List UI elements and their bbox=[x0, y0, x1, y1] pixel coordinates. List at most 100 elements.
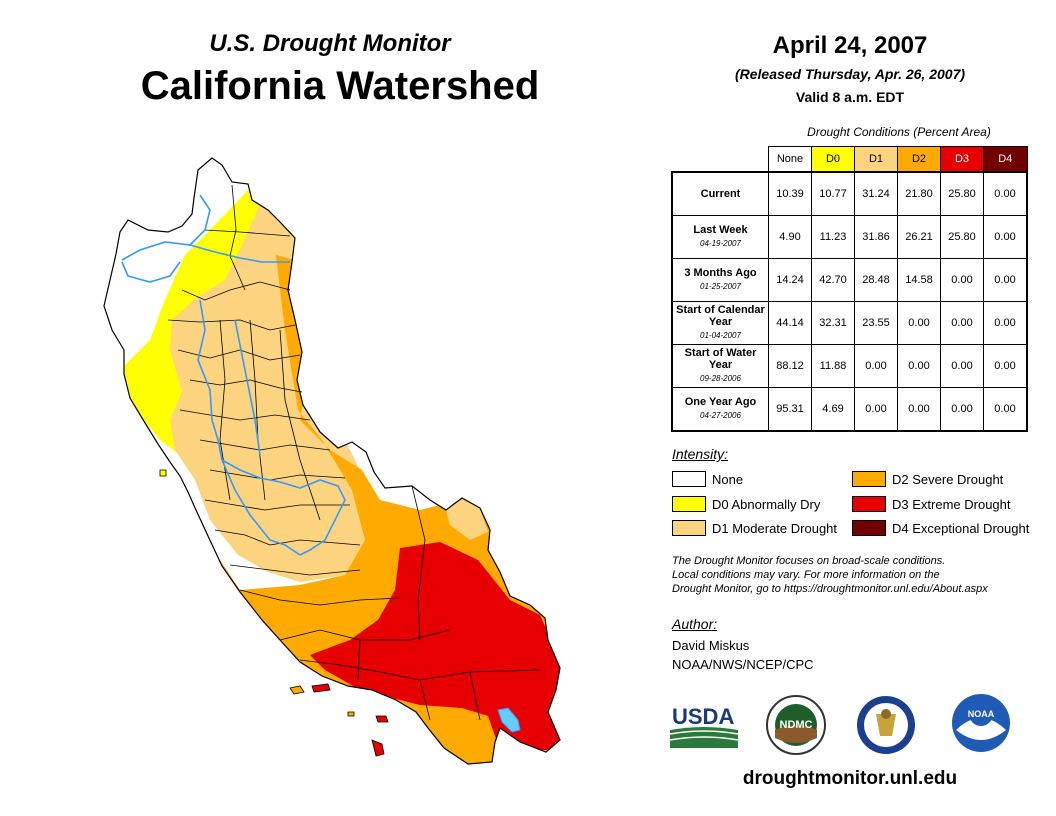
legend-label: D0 Abnormally Dry bbox=[712, 496, 821, 512]
table-cell: 23.55 bbox=[854, 301, 898, 345]
table-cell: 0.00 bbox=[897, 387, 941, 432]
row-label: 3 Months Ago 01-25-2007 bbox=[671, 258, 769, 302]
legend-item-d0: D0 Abnormally Dry bbox=[672, 496, 820, 512]
row-label-text: 3 Months Ago bbox=[684, 267, 757, 279]
table-cell: 25.80 bbox=[940, 215, 984, 259]
table-cell: 21.80 bbox=[897, 171, 941, 216]
column-header-d1: D1 bbox=[854, 146, 898, 173]
release-date: (Released Thursday, Apr. 26, 2007) bbox=[734, 66, 966, 82]
row-date: 04-19-2007 bbox=[700, 239, 741, 248]
legend-label: D2 Severe Drought bbox=[892, 471, 1004, 487]
table-cell: 42.70 bbox=[811, 258, 855, 302]
note-line: Local conditions may vary. For more info… bbox=[672, 569, 940, 581]
row-label-text: Current bbox=[700, 188, 741, 200]
table-cell: 11.88 bbox=[811, 344, 855, 388]
legend-item-d2: D2 Severe Drought bbox=[852, 471, 1003, 487]
table-cell: 0.00 bbox=[983, 301, 1028, 345]
zone-d1-patch bbox=[446, 498, 488, 540]
table-row: Start of Calendar Year 01-04-2007 44.14 3… bbox=[671, 301, 1028, 345]
table-cell: 31.24 bbox=[854, 171, 898, 216]
disclaimer-note: The Drought Monitor focuses on broad-sca… bbox=[672, 554, 1042, 596]
row-label-text: One Year Ago bbox=[684, 396, 757, 408]
column-header-d4: D4 bbox=[983, 146, 1028, 173]
row-date: 01-25-2007 bbox=[700, 282, 741, 291]
table-cell: 0.00 bbox=[983, 387, 1028, 432]
table-corner bbox=[672, 147, 769, 173]
table-cell: 0.00 bbox=[983, 171, 1028, 216]
table-cell: 0.00 bbox=[940, 387, 984, 432]
ndmc-logo: NDMC bbox=[766, 695, 826, 755]
table-row: Current 10.39 10.77 31.24 21.80 25.80 0.… bbox=[671, 171, 1028, 216]
table-cell: 26.21 bbox=[897, 215, 941, 259]
legend-swatch bbox=[852, 520, 886, 536]
table-cell: 0.00 bbox=[854, 344, 898, 388]
column-header-d3: D3 bbox=[940, 146, 984, 173]
legend-item-none: None bbox=[672, 471, 743, 487]
rivers bbox=[121, 194, 346, 556]
table-header-row: None D0 D1 D2 D3 D4 bbox=[672, 146, 1028, 173]
table-cell: 10.77 bbox=[811, 171, 855, 216]
table-cell: 0.00 bbox=[854, 387, 898, 432]
table-cell: 0.00 bbox=[940, 344, 984, 388]
commerce-seal-logo bbox=[857, 696, 915, 754]
map-subtitle: U.S. Drought Monitor bbox=[209, 30, 451, 57]
table-cell: 25.80 bbox=[940, 171, 984, 216]
legend-label: D3 Extreme Drought bbox=[892, 496, 1011, 512]
table-cell: 0.00 bbox=[940, 301, 984, 345]
islands bbox=[159, 469, 389, 757]
table-cell: 31.86 bbox=[854, 215, 898, 259]
column-header-d0: D0 bbox=[811, 146, 855, 173]
table-cell: 44.14 bbox=[768, 301, 812, 345]
table-cell: 32.31 bbox=[811, 301, 855, 345]
row-date: 01-04-2007 bbox=[700, 331, 741, 340]
drought-layers bbox=[104, 158, 560, 764]
table-row: 3 Months Ago 01-25-2007 14.24 42.70 28.48… bbox=[671, 258, 1028, 302]
table-cell: 0.00 bbox=[897, 344, 941, 388]
author-organization: NOAA/NWS/NCEP/CPC bbox=[672, 657, 814, 672]
column-header-d2: D2 bbox=[897, 146, 941, 173]
table-caption: Drought Conditions (Percent Area) bbox=[807, 125, 991, 139]
row-date: 04-27-2006 bbox=[700, 411, 741, 420]
table-cell: 4.90 bbox=[768, 215, 812, 259]
website-link[interactable]: droughtmonitor.unl.edu bbox=[742, 768, 958, 789]
table-cell: 11.23 bbox=[811, 215, 855, 259]
map-date: April 24, 2007 bbox=[772, 32, 928, 59]
table-cell: 95.31 bbox=[768, 387, 812, 432]
map-title: California Watershed bbox=[140, 64, 540, 108]
table-cell: 10.39 bbox=[768, 171, 812, 216]
table-cell: 0.00 bbox=[983, 258, 1028, 302]
legend-item-d1: D1 Moderate Drought bbox=[672, 520, 837, 536]
legend-label: D1 Moderate Drought bbox=[712, 520, 838, 536]
legend-label: None bbox=[712, 471, 744, 487]
table-cell: 14.58 bbox=[897, 258, 941, 302]
legend-swatch bbox=[672, 520, 706, 536]
note-line: The Drought Monitor focuses on broad-sca… bbox=[672, 555, 946, 567]
usda-logo-text: USDA bbox=[672, 704, 734, 729]
legend-item-d4: D4 Exceptional Drought bbox=[852, 520, 1029, 536]
row-label: Start of Water Year 09-28-2006 bbox=[671, 344, 769, 388]
row-label-text: Last Week bbox=[693, 224, 748, 236]
row-date: 09-28-2006 bbox=[700, 374, 741, 383]
legend-swatch bbox=[672, 496, 706, 512]
zone-d3 bbox=[310, 542, 560, 750]
legend-swatch bbox=[852, 496, 886, 512]
note-line: Drought Monitor, go to https://droughtmo… bbox=[672, 583, 988, 595]
row-label-text: Start of Water Year bbox=[684, 347, 757, 371]
author-name: David Miskus bbox=[672, 638, 750, 653]
noaa-logo: NOAA bbox=[952, 694, 1010, 752]
author-label: Author: bbox=[672, 616, 718, 632]
row-label: One Year Ago 04-27-2006 bbox=[671, 387, 769, 432]
table-cell: 88.12 bbox=[768, 344, 812, 388]
usda-logo: USDA bbox=[669, 704, 739, 748]
column-header-none: None bbox=[768, 146, 812, 173]
row-label: Current bbox=[671, 171, 769, 216]
legend-item-d3: D3 Extreme Drought bbox=[852, 496, 1011, 512]
table-cell: 0.00 bbox=[897, 301, 941, 345]
table-cell: 28.48 bbox=[854, 258, 898, 302]
noaa-logo-text: NOAA bbox=[968, 709, 995, 719]
table-cell: 4.69 bbox=[811, 387, 855, 432]
state-outline bbox=[103, 157, 561, 765]
lake bbox=[497, 707, 521, 733]
drought-conditions-table: None D0 D1 D2 D3 D4 Current 10.39 10.77 … bbox=[671, 146, 1028, 432]
legend-swatch bbox=[672, 471, 706, 487]
